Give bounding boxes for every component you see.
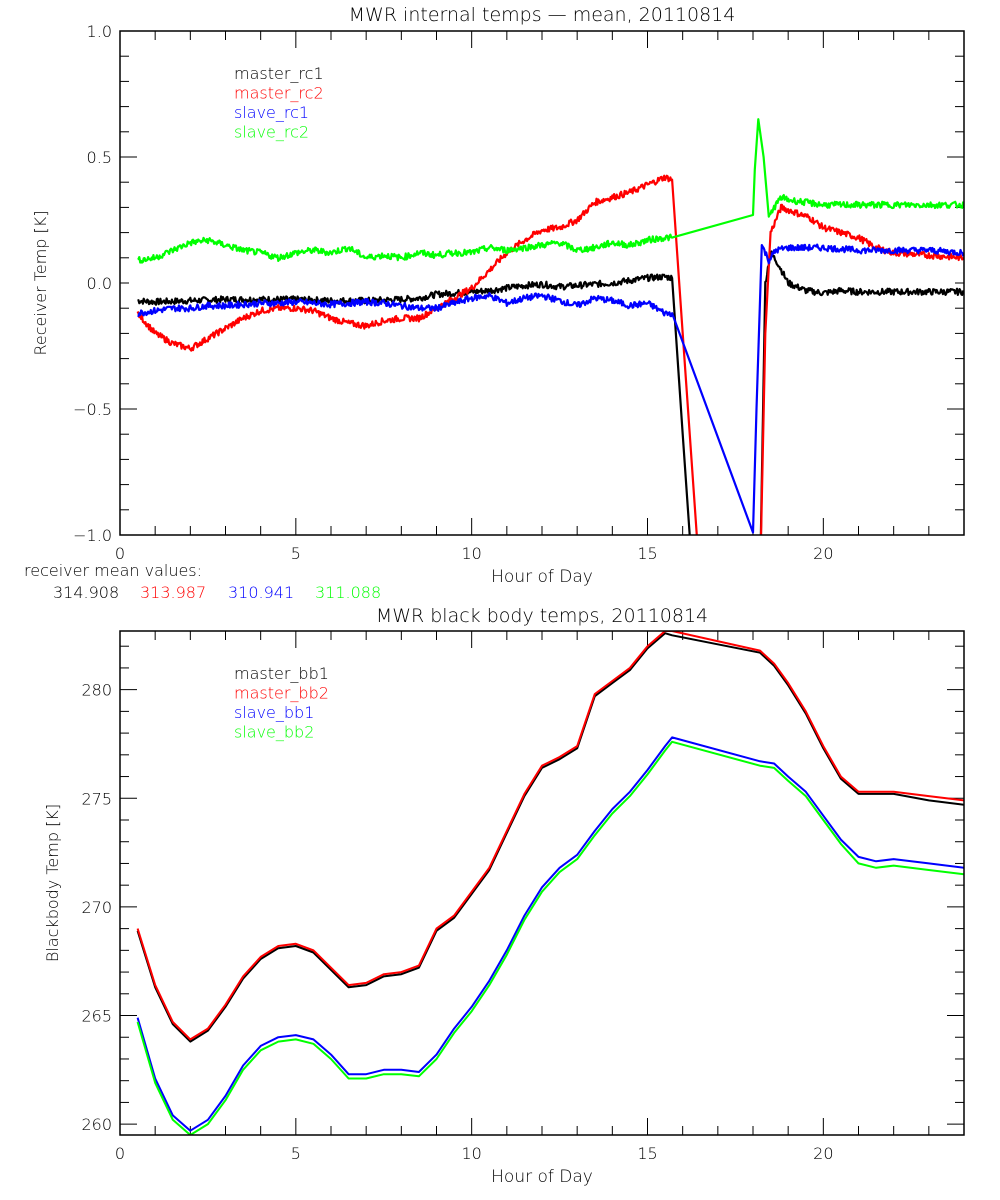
series-line-master-bb2: [136, 631, 964, 1041]
legend-entry-slave-rc1: slave_rc1: [234, 103, 309, 122]
blackbody-temps-panel: MWR black body temps, 20110814 0 5 10 15 20 2…: [43, 605, 965, 1187]
series-lines: [136, 118, 964, 535]
x-tick-label: 0: [115, 544, 125, 563]
chart-title: MWR black body temps, 20110814: [376, 605, 708, 627]
plot-frame: [119, 30, 965, 536]
series-line-slave-rc2: [137, 118, 964, 264]
axis-tick-labels: 0 5 10 15 20 −1.0 −0.5 0.0 0.5 1.0: [73, 22, 833, 563]
receiver-temps-panel: MWR internal temps — mean, 20110814 0 5 10…: [24, 4, 965, 602]
series-line-master-rc2: [136, 174, 964, 535]
axis-tick-labels: 0 5 10 15 20 260 265 270 275 280: [81, 681, 833, 1163]
legend-entry-slave-bb2: slave_bb2: [234, 723, 314, 742]
x-tick-label: 5: [291, 1144, 301, 1163]
x-tick-label: 5: [291, 544, 301, 563]
x-tick-label: 10: [461, 544, 481, 563]
axis-ticks: [119, 631, 965, 1135]
series-line-slave-bb2: [136, 740, 964, 1135]
x-axis-label: Hour of Day: [491, 1167, 593, 1187]
y-axis-label: Blackbody Temp [K]: [43, 804, 62, 962]
mean-value-master-rc2: 313.987: [140, 583, 206, 602]
axis-ticks: [119, 30, 965, 536]
legend-entry-master-rc1: master_rc1: [234, 64, 324, 83]
mean-value-master-rc1: 314.908: [53, 583, 119, 602]
x-tick-label: 20: [813, 1144, 833, 1163]
x-tick-label: 15: [637, 1144, 657, 1163]
legend-entry-slave-rc2: slave_rc2: [234, 123, 309, 142]
y-tick-label: 280: [81, 681, 112, 700]
x-axis-label: Hour of Day: [491, 567, 593, 587]
series-lines: [136, 631, 964, 1135]
mean-value-slave-rc1: 310.941: [228, 583, 294, 602]
y-tick-label: 1.0: [87, 22, 112, 41]
y-tick-label: 265: [81, 1007, 112, 1026]
y-tick-label: 260: [81, 1115, 112, 1134]
y-axis-label: Receiver Temp [K]: [31, 210, 50, 355]
x-tick-label: 20: [813, 544, 833, 563]
mean-values-label: receiver mean values:: [24, 561, 202, 580]
y-tick-label: 275: [81, 789, 112, 808]
legend-entry-slave-bb1: slave_bb1: [234, 703, 314, 722]
x-tick-label: 0: [115, 1144, 125, 1163]
mean-value-slave-rc2: 311.088: [315, 583, 381, 602]
legend-entry-master-bb2: master_bb2: [234, 684, 329, 703]
mean-values: 314.908 313.987 310.941 311.088: [53, 583, 381, 602]
series-line-slave-bb1: [136, 736, 964, 1132]
x-tick-label: 15: [637, 544, 657, 563]
y-tick-label: 0.0: [87, 274, 112, 293]
series-line-master-rc1: [137, 250, 964, 535]
x-tick-label: 10: [461, 1144, 481, 1163]
y-tick-label: −1.0: [73, 526, 112, 545]
y-tick-label: 270: [81, 898, 112, 917]
y-tick-label: −0.5: [73, 400, 112, 419]
chart-title: MWR internal temps — mean, 20110814: [349, 4, 736, 26]
legend-entry-master-bb1: master_bb1: [234, 664, 329, 683]
legend-entry-master-rc2: master_rc2: [234, 84, 324, 103]
y-tick-label: 0.5: [87, 148, 112, 167]
plot-frame: [119, 630, 965, 1136]
series-line-slave-rc1: [137, 243, 964, 534]
